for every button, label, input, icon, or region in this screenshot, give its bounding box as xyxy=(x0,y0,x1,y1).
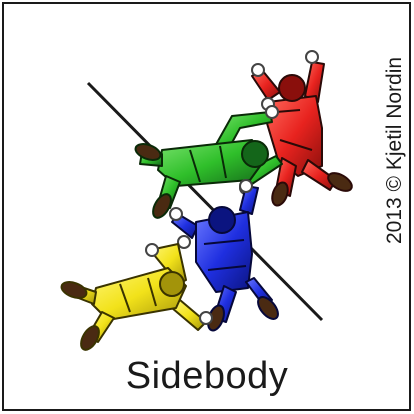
copyright-credit: 2013 © Kjetil Nordin xyxy=(383,56,406,244)
axis-line xyxy=(86,81,324,322)
jumper-green xyxy=(134,105,283,219)
diagram-frame xyxy=(2,2,411,411)
jumper-blue xyxy=(169,179,279,332)
jumper-red xyxy=(251,50,353,207)
figure-title: Sidebody xyxy=(125,355,289,397)
jumper-yellow xyxy=(60,243,213,351)
